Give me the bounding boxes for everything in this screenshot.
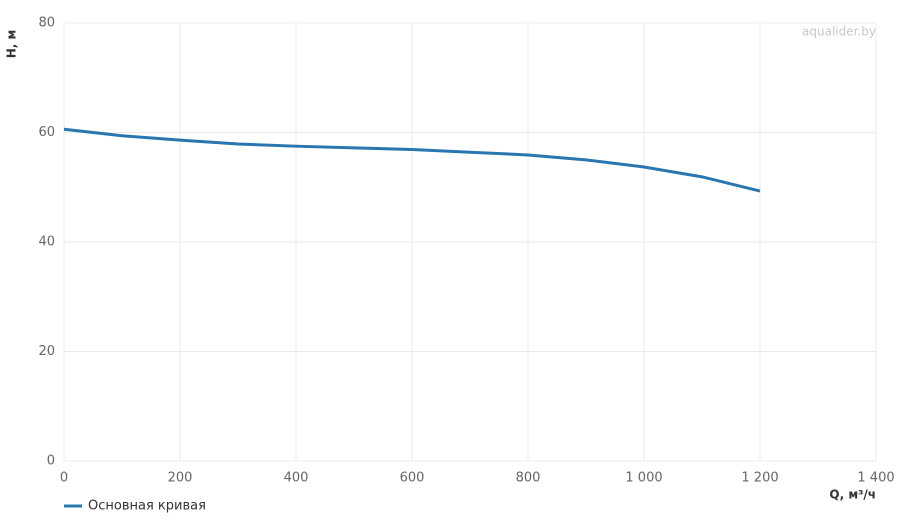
x-tick-label: 600 [400, 471, 425, 486]
x-tick-label: 1 400 [857, 471, 894, 486]
y-tick-label: 20 [38, 344, 55, 359]
data-line [63, 127, 761, 193]
x-tick-label: 1 000 [625, 471, 662, 486]
y-tick-label: 60 [38, 125, 55, 140]
x-axis-title: Q, м³/ч [829, 488, 876, 502]
x-tick-label: 800 [516, 471, 541, 486]
y-tick-label: 80 [38, 16, 55, 31]
x-tick-label: 0 [60, 471, 68, 486]
y-tick-label: 40 [38, 235, 55, 250]
watermark: aqualider.by [802, 25, 876, 39]
y-tick-label: 0 [47, 454, 55, 469]
x-tick-label: 400 [284, 471, 309, 486]
y-axis-title: H, м [5, 30, 19, 59]
legend-label: Основная кривая [88, 499, 206, 514]
x-tick-label: 200 [168, 471, 193, 486]
x-tick-label: 1 200 [741, 471, 778, 486]
